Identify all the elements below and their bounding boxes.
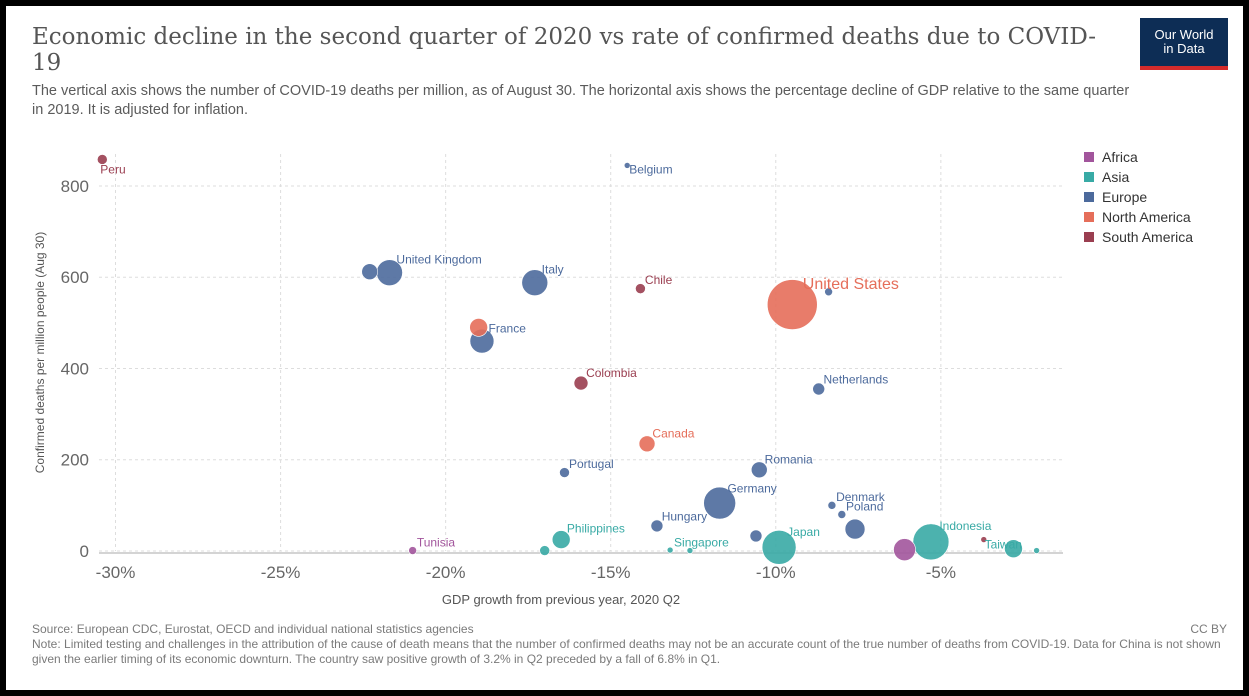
source-text: Source: European CDC, Eurostat, OECD and…	[32, 622, 474, 636]
data-point	[551, 530, 571, 549]
scatter-chart: 0 200 400 600 800 -30% -25% -20% -15% -10% -5% GDP …	[33, 149, 1193, 607]
x-tick-label: -20%	[426, 563, 466, 582]
y-tick-label: 0	[80, 542, 89, 561]
data-point	[827, 501, 837, 510]
y-tick-label: 800	[61, 177, 89, 196]
data-point	[980, 536, 988, 543]
data-point	[703, 486, 736, 520]
data-point	[1033, 547, 1040, 554]
x-tick-label: -30%	[96, 563, 136, 582]
data-point	[408, 546, 417, 555]
chart-card: Economic decline in the second quarter o…	[6, 6, 1243, 690]
y-tick-label: 600	[61, 268, 89, 287]
data-point	[761, 530, 797, 565]
data-point	[824, 287, 833, 297]
data-point	[650, 519, 664, 533]
owid-logo[interactable]: Our World in Data	[1140, 18, 1228, 70]
point-label: Denmark	[836, 490, 886, 504]
data-point	[1004, 539, 1023, 559]
x-tick-label: -25%	[261, 563, 301, 582]
logo-line-1: Our World	[1154, 27, 1214, 42]
point-label: Poland	[846, 499, 883, 513]
point-label: Philippines	[567, 522, 625, 536]
data-points	[97, 154, 1040, 565]
chart-subtitle: The vertical axis shows the number of CO…	[32, 83, 1130, 118]
point-label: Colombia	[586, 366, 637, 380]
legend-swatch	[1084, 192, 1094, 202]
point-label: Tunisia	[417, 535, 456, 549]
point-label: Portugal	[569, 457, 614, 471]
point-label: Romania	[765, 452, 813, 466]
point-label: Italy	[542, 263, 564, 277]
legend-label: Africa	[1102, 149, 1138, 165]
point-label: Hungary	[662, 510, 707, 524]
chart-title: Economic decline in the second quarter o…	[32, 24, 1097, 76]
point-label: Japan	[787, 525, 820, 539]
data-point	[666, 546, 674, 554]
y-tick-label: 200	[61, 451, 89, 470]
data-point	[837, 510, 847, 519]
data-point	[559, 467, 570, 478]
x-tick-label: -5%	[926, 563, 956, 582]
data-point	[912, 523, 950, 561]
legend-label: South America	[1102, 229, 1193, 245]
data-point	[812, 382, 825, 396]
x-tick-label: -15%	[591, 563, 631, 582]
point-label: Peru	[100, 162, 125, 176]
data-point	[573, 375, 589, 391]
legend-label: Europe	[1102, 189, 1147, 205]
grid-lines	[99, 154, 1063, 552]
y-axis-title: Confirmed deaths per million people (Aug…	[33, 232, 47, 473]
point-label: Indonesia	[939, 519, 991, 533]
point-labels: Peru Belgium United Kingdom Italy Chile Unite…	[100, 162, 1022, 551]
y-tick-label: 400	[61, 359, 89, 378]
legend-label: Asia	[1102, 169, 1129, 185]
legend-swatch	[1084, 152, 1094, 162]
data-point	[361, 263, 379, 281]
data-point	[469, 318, 488, 337]
point-label: Taiwan	[985, 538, 1022, 552]
legend-swatch	[1084, 172, 1094, 182]
point-label: United States	[803, 276, 899, 293]
x-tick-label: -10%	[756, 563, 796, 582]
data-point	[766, 279, 818, 330]
data-point	[623, 162, 631, 169]
data-point	[635, 283, 646, 294]
point-label: Netherlands	[823, 373, 888, 387]
logo-line-2: in Data	[1163, 41, 1205, 56]
x-axis-title: GDP growth from previous year, 2020 Q2	[442, 592, 680, 607]
data-point	[638, 435, 656, 453]
legend: Africa Asia Europe North America South Ameri…	[1084, 149, 1193, 245]
point-label: Chile	[645, 273, 673, 287]
data-point	[750, 461, 768, 479]
point-label: Germany	[727, 481, 776, 495]
data-point	[521, 269, 549, 296]
data-point	[749, 529, 763, 543]
legend-swatch	[1084, 212, 1094, 222]
axes: 0 200 400 600 800 -30% -25% -20% -15% -10% -5% GDP …	[33, 177, 1063, 607]
point-label: United Kingdom	[396, 252, 481, 266]
license-link[interactable]: CC BY	[1190, 622, 1227, 636]
data-point	[893, 538, 916, 561]
data-point	[539, 545, 550, 556]
point-label: Singapore	[674, 535, 729, 549]
note-text: Note: Limited testing and challenges in …	[32, 637, 1221, 666]
chart-footer: Source: European CDC, Eurostat, OECD and…	[32, 622, 1227, 667]
legend-swatch	[1084, 232, 1094, 242]
data-point	[844, 518, 866, 540]
point-label: Canada	[652, 426, 694, 440]
point-label: France	[489, 321, 527, 335]
point-label: Belgium	[629, 162, 672, 176]
data-point	[97, 154, 108, 165]
data-point	[686, 547, 694, 554]
legend-label: North America	[1102, 209, 1191, 225]
